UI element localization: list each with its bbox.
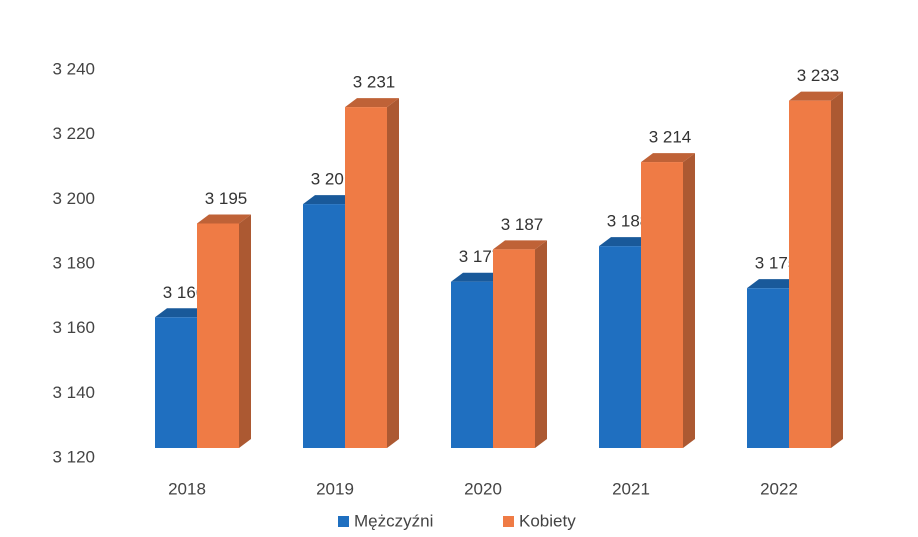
data-label: 3 166 (163, 283, 206, 302)
bar-side (535, 240, 547, 448)
bar-top (345, 98, 399, 108)
bar (493, 249, 535, 448)
y-tick-label: 3 120 (52, 447, 95, 466)
legend-label: Kobiety (519, 511, 576, 530)
bar-top (641, 153, 695, 163)
data-label: 3 188 (607, 212, 650, 231)
data-label: 3 187 (501, 215, 544, 234)
data-label: 3 201 (311, 170, 354, 189)
bar (451, 281, 493, 448)
legend-label: Mężczyźni (354, 511, 433, 530)
y-tick-label: 3 220 (52, 124, 95, 143)
bar-top (155, 308, 209, 318)
y-tick-label: 3 240 (52, 59, 95, 78)
bar (789, 100, 831, 448)
data-label: 3 233 (797, 66, 840, 85)
legend-swatch (503, 516, 514, 527)
bar (345, 107, 387, 448)
bar-top (493, 240, 547, 250)
bar (599, 246, 641, 448)
x-tick-label: 2021 (612, 479, 650, 498)
bar-side (831, 91, 843, 448)
bar-top (599, 237, 653, 247)
bar (747, 288, 789, 448)
bar (641, 162, 683, 449)
bar-top (197, 214, 251, 224)
bar-top (451, 272, 505, 282)
x-tick-label: 2018 (168, 479, 206, 498)
bar-top (303, 195, 357, 205)
bar-side (387, 98, 399, 448)
bar-top (747, 279, 801, 289)
bar (155, 317, 197, 448)
bar-top (789, 91, 843, 101)
y-tick-label: 3 200 (52, 189, 95, 208)
bar-side (239, 214, 251, 448)
data-label: 3 175 (755, 254, 798, 273)
bar (303, 204, 345, 448)
x-tick-label: 2020 (464, 479, 502, 498)
y-tick-label: 3 180 (52, 253, 95, 272)
bar-side (683, 153, 695, 449)
data-label: 3 195 (205, 189, 248, 208)
legend-swatch (338, 516, 349, 527)
y-tick-label: 3 160 (52, 318, 95, 337)
data-label: 3 231 (353, 73, 396, 92)
data-label: 3 214 (649, 128, 692, 147)
data-label: 3 177 (459, 247, 502, 266)
bar (197, 223, 239, 448)
x-tick-label: 2019 (316, 479, 354, 498)
y-tick-label: 3 140 (52, 383, 95, 402)
x-tick-label: 2022 (760, 479, 798, 498)
